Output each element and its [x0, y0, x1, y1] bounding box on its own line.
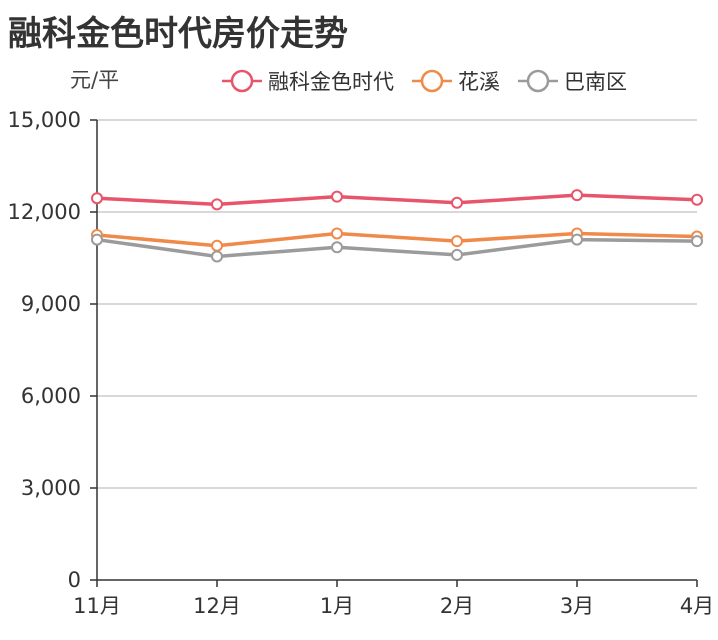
x-tick-label: 3月: [560, 594, 594, 618]
x-tick-label: 11月: [73, 594, 121, 618]
legend-label: 融科金色时代: [268, 70, 394, 94]
y-tick-label: 6,000: [21, 384, 81, 408]
data-point-series-1: [331, 227, 343, 240]
data-point-series-2: [91, 233, 103, 246]
series-line-0: [96, 193, 698, 207]
legend-item-series-1[interactable]: 花溪: [412, 66, 500, 96]
data-point-series-0: [91, 192, 103, 205]
series-line-1: [96, 231, 698, 248]
data-point-series-2: [451, 248, 463, 261]
data-point-series-0: [571, 189, 583, 202]
data-point-series-1: [211, 239, 223, 252]
data-point-series-2: [571, 233, 583, 246]
data-point-series-1: [451, 235, 463, 248]
data-point-series-0: [331, 190, 343, 203]
legend-item-series-2[interactable]: 巴南区: [518, 66, 627, 96]
data-point-series-2: [331, 241, 343, 254]
legend-label: 花溪: [458, 70, 500, 94]
y-tick-label: 12,000: [8, 200, 81, 224]
data-point-series-2: [211, 250, 223, 263]
chart-legend: 融科金色时代 花溪 巴南区: [222, 66, 627, 96]
y-tick-label: 0: [68, 568, 81, 592]
data-point-series-0: [691, 193, 703, 206]
legend-item-series-0[interactable]: 融科金色时代: [222, 66, 394, 96]
x-tick-label: 12月: [193, 594, 241, 618]
data-point-series-0: [451, 196, 463, 209]
legend-label: 巴南区: [564, 70, 627, 94]
data-point-series-2: [691, 235, 703, 248]
data-point-series-0: [211, 198, 223, 211]
y-tick-label: 15,000: [8, 108, 81, 132]
y-axis-unit-label: 元/平: [70, 68, 120, 92]
y-tick-label: 3,000: [21, 476, 81, 500]
chart-title: 融科金色时代房价走势: [8, 14, 348, 54]
series-line-2: [96, 237, 698, 259]
legend-marker-icon: [222, 69, 262, 93]
legend-marker-icon: [412, 69, 452, 93]
y-tick-label: 9,000: [21, 292, 81, 316]
legend-marker-icon: [518, 69, 558, 93]
x-tick-label: 1月: [320, 594, 354, 618]
x-tick-label: 4月: [680, 594, 714, 618]
x-tick-label: 2月: [440, 594, 474, 618]
